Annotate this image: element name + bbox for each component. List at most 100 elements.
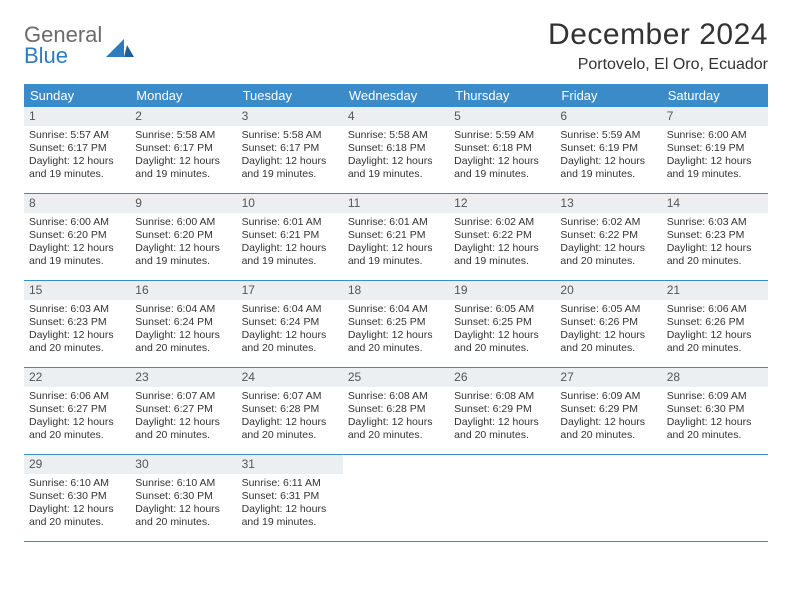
daylight-line: Daylight: 12 hours and 20 minutes. bbox=[29, 329, 125, 355]
sunset-line: Sunset: 6:21 PM bbox=[242, 229, 338, 242]
sunrise-line: Sunrise: 6:09 AM bbox=[667, 390, 763, 403]
sunrise-line: Sunrise: 6:06 AM bbox=[667, 303, 763, 316]
day-body: Sunrise: 6:01 AMSunset: 6:21 PMDaylight:… bbox=[237, 215, 343, 273]
day-body: Sunrise: 6:10 AMSunset: 6:30 PMDaylight:… bbox=[24, 476, 130, 534]
sunrise-line: Sunrise: 6:03 AM bbox=[667, 216, 763, 229]
sunset-line: Sunset: 6:20 PM bbox=[135, 229, 231, 242]
daylight-line: Daylight: 12 hours and 19 minutes. bbox=[454, 242, 550, 268]
sunrise-line: Sunrise: 6:07 AM bbox=[135, 390, 231, 403]
day-body: Sunrise: 6:06 AMSunset: 6:26 PMDaylight:… bbox=[662, 302, 768, 360]
week-row: 1Sunrise: 5:57 AMSunset: 6:17 PMDaylight… bbox=[24, 107, 768, 194]
sunrise-line: Sunrise: 6:08 AM bbox=[454, 390, 550, 403]
day-cell: 7Sunrise: 6:00 AMSunset: 6:19 PMDaylight… bbox=[662, 107, 768, 193]
sunrise-line: Sunrise: 6:02 AM bbox=[560, 216, 656, 229]
sunset-line: Sunset: 6:22 PM bbox=[560, 229, 656, 242]
day-number: 13 bbox=[555, 194, 661, 213]
weekday-header: Friday bbox=[555, 84, 661, 107]
weekday-row: SundayMondayTuesdayWednesdayThursdayFrid… bbox=[24, 84, 768, 107]
daylight-line: Daylight: 12 hours and 20 minutes. bbox=[560, 329, 656, 355]
day-number: 2 bbox=[130, 107, 236, 126]
day-body: Sunrise: 6:04 AMSunset: 6:24 PMDaylight:… bbox=[130, 302, 236, 360]
day-number: 7 bbox=[662, 107, 768, 126]
day-body: Sunrise: 6:01 AMSunset: 6:21 PMDaylight:… bbox=[343, 215, 449, 273]
sunset-line: Sunset: 6:31 PM bbox=[242, 490, 338, 503]
day-cell: 28Sunrise: 6:09 AMSunset: 6:30 PMDayligh… bbox=[662, 368, 768, 454]
day-body: Sunrise: 6:05 AMSunset: 6:25 PMDaylight:… bbox=[449, 302, 555, 360]
day-cell: 14Sunrise: 6:03 AMSunset: 6:23 PMDayligh… bbox=[662, 194, 768, 280]
day-cell: 3Sunrise: 5:58 AMSunset: 6:17 PMDaylight… bbox=[237, 107, 343, 193]
sunrise-line: Sunrise: 6:00 AM bbox=[135, 216, 231, 229]
day-body: Sunrise: 6:00 AMSunset: 6:20 PMDaylight:… bbox=[24, 215, 130, 273]
day-cell: 29 Sunrise: 6:10 AMSunset: 6:30 PMDayligh… bbox=[24, 455, 130, 541]
sunrise-line: Sunrise: 6:05 AM bbox=[560, 303, 656, 316]
sunset-line: Sunset: 6:23 PM bbox=[667, 229, 763, 242]
month-title: December 2024 bbox=[548, 18, 768, 52]
sunset-line: Sunset: 6:24 PM bbox=[135, 316, 231, 329]
day-cell: 30Sunrise: 6:10 AMSunset: 6:30 PMDayligh… bbox=[130, 455, 236, 541]
sunset-line: Sunset: 6:23 PM bbox=[29, 316, 125, 329]
sunset-line: Sunset: 6:17 PM bbox=[135, 142, 231, 155]
day-number: 4 bbox=[343, 107, 449, 126]
day-body: Sunrise: 6:04 AMSunset: 6:24 PMDaylight:… bbox=[237, 302, 343, 360]
day-number: 10 bbox=[237, 194, 343, 213]
day-number: 19 bbox=[449, 281, 555, 300]
daylight-line: Daylight: 12 hours and 19 minutes. bbox=[242, 242, 338, 268]
sunset-line: Sunset: 6:26 PM bbox=[667, 316, 763, 329]
daylight-line: Daylight: 12 hours and 20 minutes. bbox=[560, 416, 656, 442]
day-body: Sunrise: 5:58 AMSunset: 6:18 PMDaylight:… bbox=[343, 128, 449, 186]
weeks-container: 1Sunrise: 5:57 AMSunset: 6:17 PMDaylight… bbox=[24, 107, 768, 542]
sunset-line: Sunset: 6:28 PM bbox=[348, 403, 444, 416]
sunset-line: Sunset: 6:30 PM bbox=[667, 403, 763, 416]
day-body: Sunrise: 6:03 AMSunset: 6:23 PMDaylight:… bbox=[662, 215, 768, 273]
daylight-line: Daylight: 12 hours and 20 minutes. bbox=[29, 416, 125, 442]
day-number: 27 bbox=[555, 368, 661, 387]
day-body: Sunrise: 6:03 AMSunset: 6:23 PMDaylight:… bbox=[24, 302, 130, 360]
day-body: Sunrise: 6:05 AMSunset: 6:26 PMDaylight:… bbox=[555, 302, 661, 360]
daylight-line: Daylight: 12 hours and 19 minutes. bbox=[242, 155, 338, 181]
day-body: Sunrise: 6:02 AMSunset: 6:22 PMDaylight:… bbox=[449, 215, 555, 273]
sunset-line: Sunset: 6:20 PM bbox=[29, 229, 125, 242]
daylight-line: Daylight: 12 hours and 19 minutes. bbox=[560, 155, 656, 181]
day-cell: 4 Sunrise: 5:58 AMSunset: 6:18 PMDaylight… bbox=[343, 107, 449, 193]
daylight-line: Daylight: 12 hours and 20 minutes. bbox=[667, 242, 763, 268]
sunrise-line: Sunrise: 6:04 AM bbox=[242, 303, 338, 316]
sunset-line: Sunset: 6:19 PM bbox=[667, 142, 763, 155]
day-body: Sunrise: 6:10 AMSunset: 6:30 PMDaylight:… bbox=[130, 476, 236, 534]
day-body: Sunrise: 6:08 AMSunset: 6:29 PMDaylight:… bbox=[449, 389, 555, 447]
day-cell: 26Sunrise: 6:08 AMSunset: 6:29 PMDayligh… bbox=[449, 368, 555, 454]
daylight-line: Daylight: 12 hours and 20 minutes. bbox=[348, 416, 444, 442]
day-cell: 6Sunrise: 5:59 AMSunset: 6:19 PMDaylight… bbox=[555, 107, 661, 193]
day-cell: 23Sunrise: 6:07 AMSunset: 6:27 PMDayligh… bbox=[130, 368, 236, 454]
day-cell: 11Sunrise: 6:01 AMSunset: 6:21 PMDayligh… bbox=[343, 194, 449, 280]
day-number: 29 bbox=[24, 455, 130, 474]
sunset-line: Sunset: 6:18 PM bbox=[348, 142, 444, 155]
week-row: 15Sunrise: 6:03 AMSunset: 6:23 PMDayligh… bbox=[24, 281, 768, 368]
day-number: 9 bbox=[130, 194, 236, 213]
day-number: 31 bbox=[237, 455, 343, 474]
sunset-line: Sunset: 6:18 PM bbox=[454, 142, 550, 155]
day-body: Sunrise: 6:09 AMSunset: 6:30 PMDaylight:… bbox=[662, 389, 768, 447]
sunset-line: Sunset: 6:17 PM bbox=[242, 142, 338, 155]
sunset-line: Sunset: 6:27 PM bbox=[135, 403, 231, 416]
day-cell: 24Sunrise: 6:07 AMSunset: 6:28 PMDayligh… bbox=[237, 368, 343, 454]
day-cell: 16Sunrise: 6:04 AMSunset: 6:24 PMDayligh… bbox=[130, 281, 236, 367]
day-cell: 19 Sunrise: 6:05 AMSunset: 6:25 PMDayligh… bbox=[449, 281, 555, 367]
day-cell: 2Sunrise: 5:58 AMSunset: 6:17 PMDaylight… bbox=[130, 107, 236, 193]
sunset-line: Sunset: 6:30 PM bbox=[29, 490, 125, 503]
day-cell bbox=[662, 455, 768, 541]
sunrise-line: Sunrise: 6:07 AM bbox=[242, 390, 338, 403]
sunrise-line: Sunrise: 6:00 AM bbox=[29, 216, 125, 229]
day-body: Sunrise: 6:02 AMSunset: 6:22 PMDaylight:… bbox=[555, 215, 661, 273]
day-body: Sunrise: 5:57 AMSunset: 6:17 PMDaylight:… bbox=[24, 128, 130, 186]
week-row: 8Sunrise: 6:00 AMSunset: 6:20 PMDaylight… bbox=[24, 194, 768, 281]
sunset-line: Sunset: 6:19 PM bbox=[560, 142, 656, 155]
day-body: Sunrise: 6:07 AMSunset: 6:28 PMDaylight:… bbox=[237, 389, 343, 447]
daylight-line: Daylight: 12 hours and 19 minutes. bbox=[135, 155, 231, 181]
sunrise-line: Sunrise: 5:57 AM bbox=[29, 129, 125, 142]
daylight-line: Daylight: 12 hours and 19 minutes. bbox=[454, 155, 550, 181]
sunrise-line: Sunrise: 5:59 AM bbox=[454, 129, 550, 142]
weekday-header: Sunday bbox=[24, 84, 130, 107]
day-body: Sunrise: 6:06 AMSunset: 6:27 PMDaylight:… bbox=[24, 389, 130, 447]
sunrise-line: Sunrise: 6:08 AM bbox=[348, 390, 444, 403]
day-cell: 12Sunrise: 6:02 AMSunset: 6:22 PMDayligh… bbox=[449, 194, 555, 280]
